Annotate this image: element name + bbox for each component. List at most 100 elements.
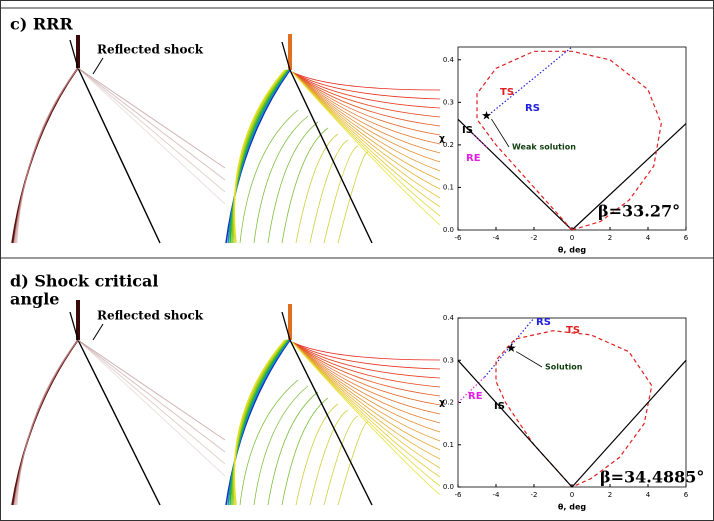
contour-line [291,341,441,379]
contour-line [309,409,349,506]
bow-shock [16,67,79,244]
contour-line [291,71,441,190]
y-tick-label: 0.2 [443,141,454,149]
curve-label: RS [536,317,551,328]
y-tick-label: 0.1 [443,183,454,191]
contour-line [291,341,441,433]
polar-curve [457,359,687,488]
transmitted-shock [77,67,161,244]
solution-label: Weak solution [512,143,576,152]
transmitted-shock [289,69,373,244]
reflected-shock [77,67,226,193]
bow-shock [14,67,79,244]
panel-title: c) RRR [10,15,73,34]
polar-curve [457,376,486,403]
annotation: Reflected shock [97,309,204,323]
x-tick-label: -2 [531,234,538,242]
contour-band [229,339,289,506]
contour-band [229,69,289,244]
polar-curve [484,317,535,378]
x-tick-label: -2 [531,491,538,499]
contour-line [291,71,441,100]
incident-shock [281,41,291,71]
contour-line [239,109,299,244]
y-axis-label: χ [439,398,445,408]
x-tick-label: 4 [646,234,651,242]
contour-line [291,71,441,109]
polar-curve [495,330,653,488]
x-axis-label: θ, deg [558,246,586,255]
curve-label: TS [566,325,580,336]
incident-shock [69,311,79,341]
bow-shock [16,339,79,506]
contour-line [267,121,319,244]
reflected-shock [77,339,226,441]
x-tick-label: -4 [493,491,501,499]
contour-line [239,379,299,506]
polar-curve [488,46,573,116]
contour-line [291,71,441,127]
x-tick-label: 6 [684,234,689,242]
contour-line [291,71,441,163]
contour-line [291,341,441,496]
reflected-shock [77,339,226,465]
y-axis-label: χ [439,134,445,144]
reflected-shock [77,339,226,453]
contour-band [227,69,290,244]
y-tick-label: 0.4 [443,314,455,322]
beta-label: β=34.4885° [600,468,704,487]
reflected-shock [77,67,226,181]
contour-line [291,341,441,442]
solution-arrow [515,351,543,368]
contour-line [337,421,369,506]
contour-line [281,127,329,244]
annotation-arrow [92,323,104,341]
y-tick-label: 0.2 [443,399,454,407]
contour-band [232,69,287,244]
contour-line [337,151,369,244]
contour-line [295,133,339,244]
x-tick-label: -4 [493,234,501,242]
curve-label: RE [468,391,483,402]
bow-shock [15,339,79,506]
x-tick-label: 4 [646,491,651,499]
contour-line [295,403,339,506]
contour-line [291,71,441,118]
panel-title: d) Shock critical [10,272,159,291]
contour-line [267,391,319,506]
contour-line [323,145,359,244]
contour-line [291,341,441,415]
beta-label: β=33.27° [598,202,680,221]
reflected-shock [77,67,226,169]
contour-line [291,71,441,181]
contour-line [291,341,441,451]
annotation: Reflected shock [97,43,204,57]
x-tick-label: 6 [684,491,689,499]
contour-line [291,71,441,91]
contour-band [225,69,291,244]
contour-line [309,139,349,244]
bow-shock [15,67,79,244]
reflected-shock [77,67,226,205]
contour-band [231,339,288,506]
y-tick-label: 0.1 [443,441,454,449]
contour-band [233,69,286,244]
solution-label: Solution [545,363,583,372]
contour-band [232,339,287,506]
contour-line [291,341,441,406]
contour-line [291,71,441,154]
x-tick-label: 2 [608,234,612,242]
incident-shock [69,39,79,69]
contour-band [227,339,290,506]
annotation-arrow [92,57,104,75]
polar-curve [476,50,662,231]
contour-line [253,115,309,244]
contour-line [291,71,441,226]
solution-arrow [491,118,510,148]
y-tick-label: 0.0 [443,226,454,234]
contour-line [291,341,441,388]
contour-line [323,415,359,506]
solution-star: ★ [481,109,492,123]
contour-band [231,69,288,244]
